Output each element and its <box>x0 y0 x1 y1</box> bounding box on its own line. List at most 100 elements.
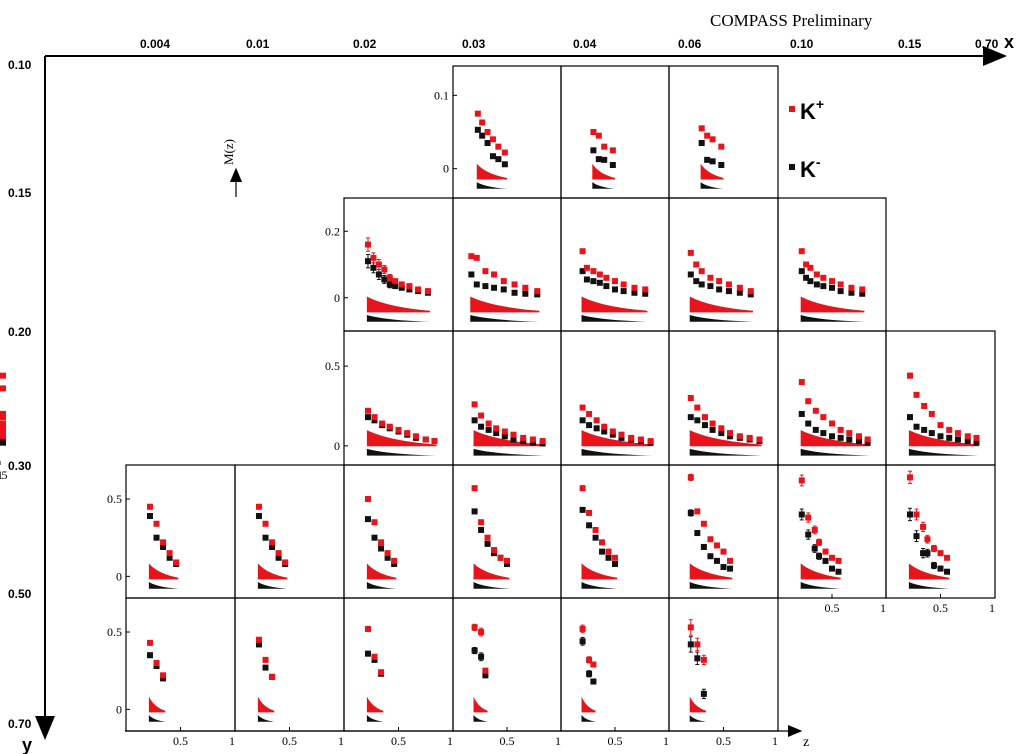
panel-r1-c6 <box>777 197 887 332</box>
point-kminus <box>0 439 6 446</box>
point-kminus <box>371 417 378 424</box>
panel-r2-c4 <box>560 330 670 466</box>
point-kminus <box>501 433 508 440</box>
point-kplus <box>595 132 602 139</box>
point-kplus <box>946 426 953 433</box>
systematic-band-kminus <box>700 182 724 189</box>
point-kplus <box>579 248 586 255</box>
point-kminus <box>406 286 413 293</box>
legend-entry-kplus: K+ <box>789 96 824 124</box>
point-kplus <box>478 412 485 419</box>
point-kminus <box>398 284 405 291</box>
point-kminus <box>583 276 590 283</box>
systematic-band-kplus <box>689 430 762 447</box>
point-kplus <box>153 520 160 527</box>
point-kminus <box>579 506 586 513</box>
point-kminus <box>146 652 153 659</box>
point-kplus <box>736 433 743 440</box>
point-kplus <box>406 283 413 290</box>
point-kplus <box>798 477 805 484</box>
point-kminus <box>484 140 491 146</box>
point-kplus <box>378 669 385 676</box>
point-kplus <box>694 641 701 648</box>
point-kplus <box>404 430 411 437</box>
point-kplus <box>846 430 853 437</box>
point-kplus <box>920 523 927 530</box>
point-kplus <box>603 274 610 281</box>
systematic-band-kminus <box>473 448 545 456</box>
x-axis-letter: x <box>1004 32 1014 52</box>
point-kminus <box>471 647 478 654</box>
point-kminus <box>837 288 844 295</box>
point-kminus <box>820 283 827 290</box>
point-kplus <box>0 426 6 433</box>
point-kplus <box>924 536 931 543</box>
point-kplus <box>504 557 510 564</box>
point-kminus <box>500 286 507 293</box>
point-kplus <box>709 420 716 427</box>
point-kminus <box>478 526 485 533</box>
point-kplus <box>829 420 835 427</box>
point-kminus <box>694 417 701 424</box>
point-kplus <box>609 147 616 154</box>
systematic-band-kplus <box>366 696 384 713</box>
point-kplus <box>398 281 405 288</box>
systematic-band-kminus <box>257 582 288 589</box>
point-kminus <box>913 423 920 430</box>
m-axis-label: M(z) <box>221 139 236 165</box>
point-kplus <box>921 402 928 409</box>
point-kplus <box>720 548 727 555</box>
panel-r2-c5 <box>668 330 779 466</box>
point-kminus <box>601 156 608 163</box>
x-bin-label: 0.15 <box>898 37 922 51</box>
legend: K+ K- <box>789 96 824 182</box>
systematic-band-kplus <box>908 430 979 447</box>
point-kplus <box>471 624 478 631</box>
point-kminus <box>687 271 694 278</box>
point-kminus <box>718 430 725 437</box>
point-kminus <box>609 431 616 438</box>
point-kminus <box>693 278 700 285</box>
point-kplus <box>501 428 508 435</box>
point-kplus <box>529 436 536 443</box>
point-kminus <box>704 156 711 163</box>
systematic-band-kminus <box>800 448 870 456</box>
x-bin-label: 0.04 <box>573 37 597 51</box>
point-kplus <box>727 430 734 437</box>
panel-r4-c2: 0.5 1 <box>343 597 454 748</box>
point-kminus <box>687 414 694 421</box>
point-kplus <box>601 423 608 430</box>
point-kminus <box>820 430 827 437</box>
point-kplus <box>166 550 173 557</box>
point-kplus <box>713 542 720 549</box>
point-kminus <box>510 436 517 443</box>
point-kminus <box>504 560 510 567</box>
x-tick-label: 0.5 <box>825 601 840 615</box>
point-kminus <box>605 554 612 561</box>
point-kplus <box>0 410 6 417</box>
point-kplus <box>590 268 597 275</box>
point-kminus <box>603 283 610 290</box>
legend-symbol-kplus: K <box>800 99 816 124</box>
point-kplus <box>609 428 616 435</box>
systematic-band-kplus <box>473 563 510 580</box>
legend-marker-kplus <box>789 106 795 112</box>
point-kminus <box>146 513 153 520</box>
point-kplus <box>364 625 371 632</box>
point-kplus <box>364 496 371 503</box>
point-kminus <box>720 564 727 571</box>
point-kminus <box>579 417 586 424</box>
point-kminus <box>471 508 478 515</box>
point-kminus <box>805 420 812 427</box>
point-kplus <box>0 414 6 421</box>
point-kplus <box>829 278 835 285</box>
point-kminus <box>727 565 734 572</box>
point-kminus <box>485 426 492 433</box>
point-kplus <box>495 143 502 150</box>
point-kminus <box>859 290 866 297</box>
point-kplus <box>424 288 431 295</box>
x-tick-label: 1 <box>772 734 778 748</box>
point-kminus <box>798 268 805 275</box>
systematic-band-kplus <box>366 430 437 447</box>
point-kplus <box>262 656 269 663</box>
